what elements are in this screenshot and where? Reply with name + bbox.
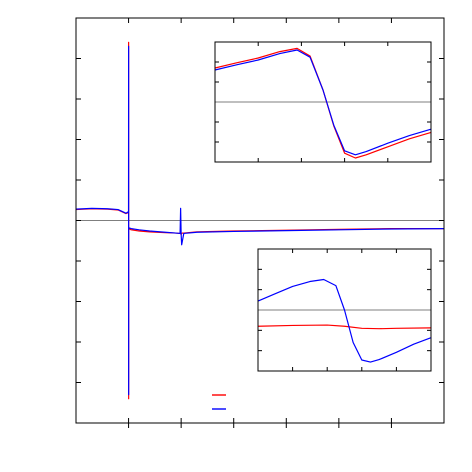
inset-bottom-right-frame	[257, 248, 432, 372]
inset-bottom-right-series-1-line	[257, 324, 432, 330]
inset-top-right-plot	[214, 41, 432, 163]
inset-bottom-right-series-2-line	[257, 278, 432, 363]
inset-bottom-right-plot	[257, 248, 432, 372]
inset-top-right-series-2-line	[214, 49, 432, 156]
main-series-2-line	[75, 45, 445, 396]
inset-top-right-frame	[214, 41, 432, 163]
